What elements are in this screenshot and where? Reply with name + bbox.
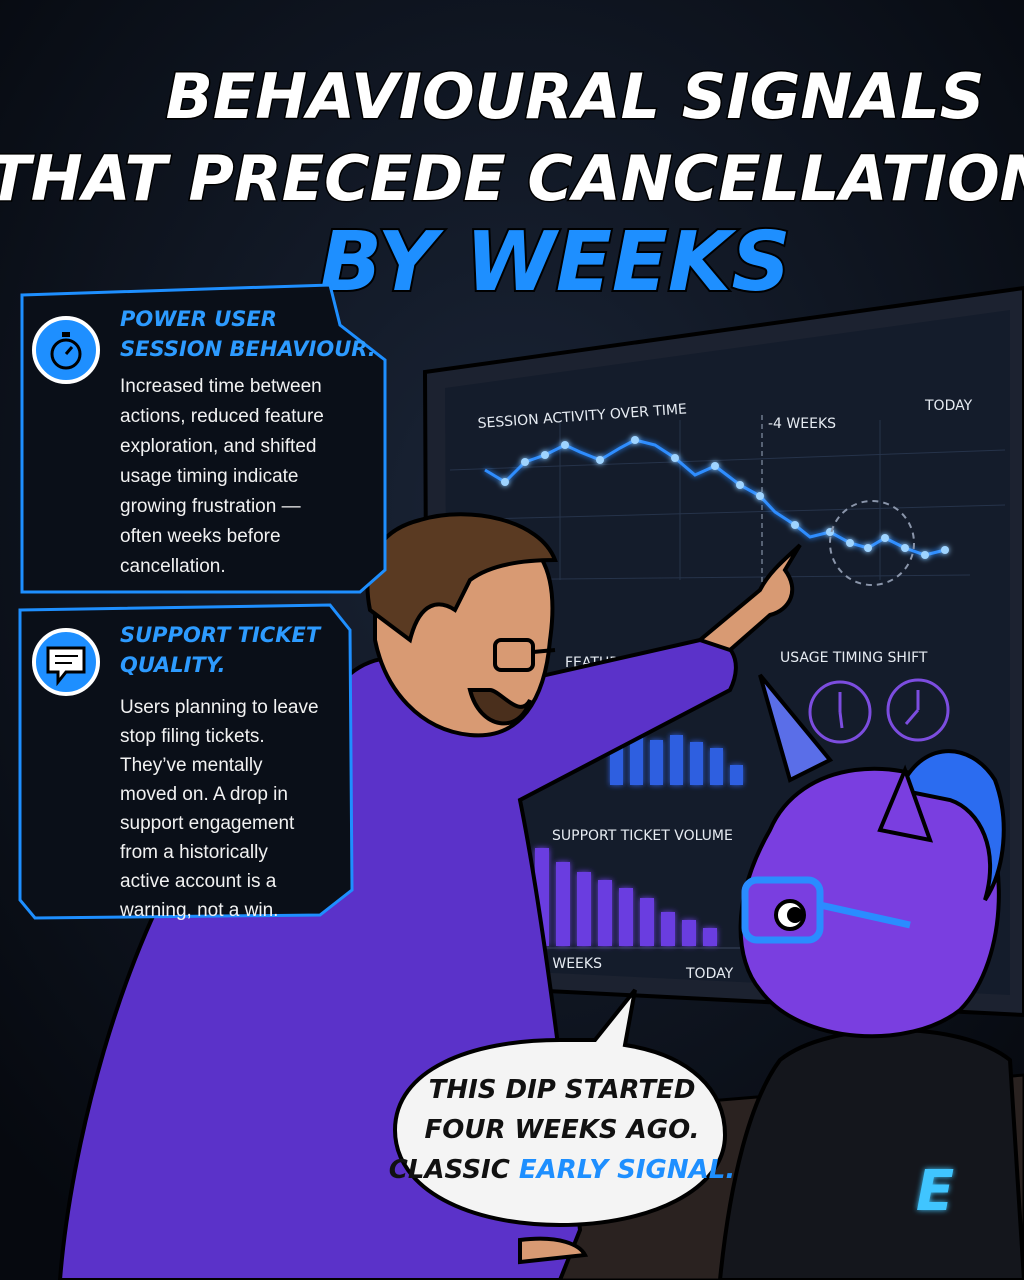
speech-bubble (392, 988, 728, 1228)
bubble-line: THIS DIP STARTED (429, 1075, 696, 1105)
card-body: usage timing indicate (120, 466, 299, 487)
bubble-line: CLASSIC EARLY SIGNAL. (389, 1155, 735, 1185)
card-body: exploration, and shifted (120, 436, 316, 457)
card-body: warning, not a win. (119, 900, 278, 921)
card-body: active account is a (120, 871, 277, 892)
card-body: Users planning to leave (120, 697, 319, 718)
card-title: SESSION BEHAVIOUR. (120, 337, 376, 361)
card-title: QUALITY. (120, 653, 225, 677)
card-body: They’ve mentally (120, 755, 263, 776)
chart-label: SUPPORT TICKET VOLUME (552, 828, 733, 844)
card (20, 283, 387, 594)
card-title: SUPPORT TICKET (120, 623, 322, 647)
card-body: often weeks before (120, 526, 281, 547)
card-body: support engagement (120, 813, 295, 834)
title-highlight: BY WEEKS (319, 215, 790, 310)
card-body: actions, reduced feature (120, 406, 324, 427)
chart-label: USAGE TIMING SHIFT (780, 650, 928, 666)
bubble-line: FOUR WEEKS AGO. (424, 1115, 699, 1145)
chart-label: TODAY (924, 398, 973, 414)
chart-label: -4 WEEKS (768, 416, 836, 432)
card-body: Increased time between (120, 376, 322, 397)
card-body: growing frustration — (120, 496, 301, 517)
card-body: moved on. A drop in (120, 784, 288, 805)
card-body: stop filing tickets. (120, 726, 265, 747)
card-body: cancellation. (120, 556, 226, 577)
card-title: POWER USER (120, 307, 277, 331)
chart-label: TODAY (685, 966, 734, 982)
hoodie-letter: E (916, 1159, 954, 1224)
bubble-text: CLASSIC (389, 1155, 519, 1185)
bubble-highlight: EARLY SIGNAL. (519, 1155, 735, 1185)
unicorn-illustration (717, 673, 1024, 1280)
title-line: THAT PRECEDE CANCELLATION (0, 142, 1024, 215)
card-body: from a historically (120, 842, 268, 863)
card (18, 603, 354, 920)
title-line: BEHAVIOURAL SIGNALS (166, 60, 985, 133)
